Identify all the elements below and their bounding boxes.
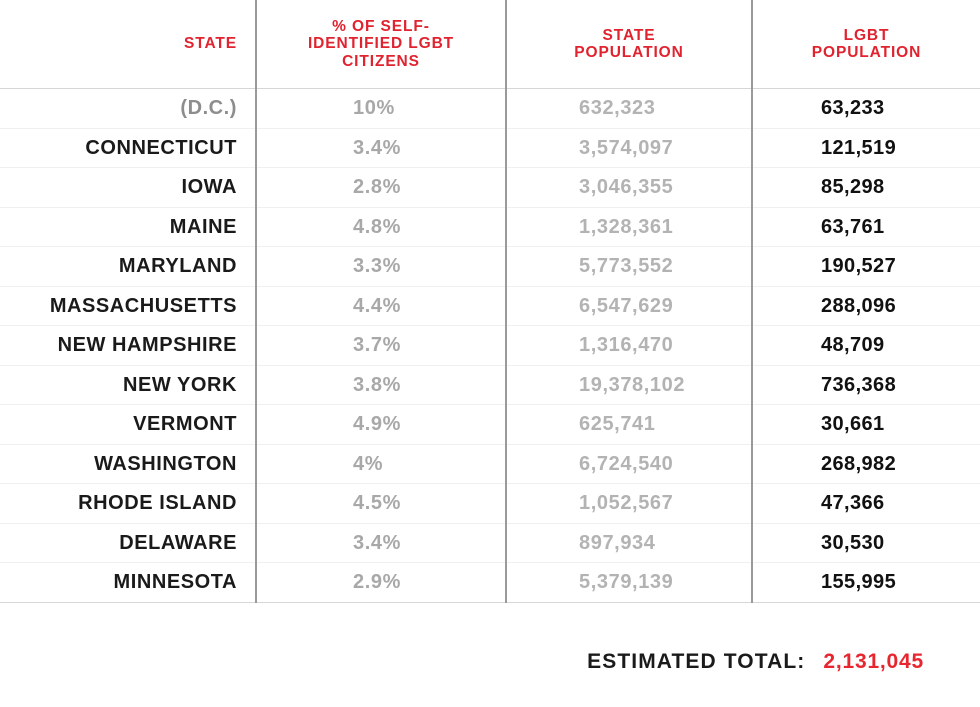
cell-pct: 10% [255,88,506,129]
cell-lgbt-population: 85,298 [751,167,980,208]
table-row: WASHINGTON 4% 6,724,540 268,982 [0,444,980,484]
column-header-state: STATE [0,0,256,89]
table-row: CONNECTICUT 3.4% 3,574,097 121,519 [0,128,980,168]
cell-lgbt-population: 30,661 [751,404,980,445]
table-row: RHODE ISLAND 4.5% 1,052,567 47,366 [0,483,980,524]
table-row: MARYLAND 3.3% 5,773,552 190,527 [0,246,980,287]
column-header-state-population: STATE POPULATION [505,0,752,89]
cell-lgbt-population: 268,982 [751,444,980,484]
cell-state: DELAWARE [0,523,256,563]
cell-pct: 4.9% [255,404,506,445]
cell-state-population: 19,378,102 [505,365,752,405]
cell-state-population: 5,773,552 [505,246,752,287]
cell-lgbt-population: 155,995 [751,562,980,603]
cell-state-population: 3,046,355 [505,167,752,208]
column-header-pct-line-3: CITIZENS [342,52,420,70]
cell-state: CONNECTICUT [0,128,256,168]
statistics-table: STATE % OF SELF- IDENTIFIED LGBT CITIZEN… [0,0,980,603]
cell-state-population: 897,934 [505,523,752,563]
table-row: MINNESOTA 2.9% 5,379,139 155,995 [0,562,980,603]
cell-lgbt-population: 288,096 [751,286,980,326]
cell-lgbt-population: 121,519 [751,128,980,168]
table-container: STATE % OF SELF- IDENTIFIED LGBT CITIZEN… [0,0,980,603]
header-row: STATE % OF SELF- IDENTIFIED LGBT CITIZEN… [0,0,980,89]
cell-state: RHODE ISLAND [0,483,256,524]
cell-state-population: 632,323 [505,88,752,129]
cell-state: VERMONT [0,404,256,445]
cell-state-population: 5,379,139 [505,562,752,603]
table-row: MAINE 4.8% 1,328,361 63,761 [0,207,980,247]
cell-pct: 3.3% [255,246,506,287]
cell-lgbt-population: 190,527 [751,246,980,287]
table-row: IOWA 2.8% 3,046,355 85,298 [0,167,980,208]
table-row: (D.C.) 10% 632,323 63,233 [0,88,980,129]
cell-pct: 3.7% [255,325,506,366]
cell-state-population: 1,316,470 [505,325,752,366]
table-row: VERMONT 4.9% 625,741 30,661 [0,404,980,445]
column-header-lgbt-population: LGBT POPULATION [751,0,980,89]
table-row: NEW YORK 3.8% 19,378,102 736,368 [0,365,980,405]
cell-state: IOWA [0,167,256,208]
cell-state: MARYLAND [0,246,256,287]
table-row: NEW HAMPSHIRE 3.7% 1,316,470 48,709 [0,325,980,366]
estimated-total-label: ESTIMATED TOTAL: [587,650,806,673]
cell-pct: 4.8% [255,207,506,247]
table-header: STATE % OF SELF- IDENTIFIED LGBT CITIZEN… [0,0,980,89]
cell-state: MINNESOTA [0,562,256,603]
cell-pct: 3.8% [255,365,506,405]
estimated-total-row: ESTIMATED TOTAL: 2,131,045 [0,640,980,684]
column-header-state-line-1: STATE [183,35,237,53]
cell-pct: 2.9% [255,562,506,603]
cell-state-population: 1,328,361 [505,207,752,247]
cell-lgbt-population: 30,530 [751,523,980,563]
cell-lgbt-population: 47,366 [751,483,980,524]
cell-pct: 4.5% [255,483,506,524]
estimated-total-value: 2,131,045 [823,650,924,673]
table-body: (D.C.) 10% 632,323 63,233 CONNECTICUT 3.… [0,88,980,603]
table-row: DELAWARE 3.4% 897,934 30,530 [0,523,980,563]
column-header-pct-lgbt: % OF SELF- IDENTIFIED LGBT CITIZENS [255,0,506,89]
column-header-lgbt-line-1: LGBT [843,26,890,44]
cell-state: MASSACHUSETTS [0,286,256,326]
cell-state: MAINE [0,207,256,247]
cell-state-population: 3,574,097 [505,128,752,168]
column-header-lgbt-line-2: POPULATION [811,44,922,61]
cell-state-population: 625,741 [505,404,752,445]
cell-pct: 4% [255,444,506,484]
cell-lgbt-population: 63,233 [751,88,980,129]
column-header-population-line-1: STATE [602,26,656,44]
cell-pct: 4.4% [255,286,506,326]
cell-pct: 2.8% [255,167,506,208]
cell-pct: 3.4% [255,128,506,168]
table-row: MASSACHUSETTS 4.4% 6,547,629 288,096 [0,286,980,326]
cell-state-population: 1,052,567 [505,483,752,524]
cell-state: NEW YORK [0,365,256,405]
cell-lgbt-population: 736,368 [751,365,980,405]
cell-state-population: 6,724,540 [505,444,752,484]
column-header-pct-line-2: IDENTIFIED LGBT [307,35,455,53]
cell-pct: 3.4% [255,523,506,563]
cell-lgbt-population: 48,709 [751,325,980,366]
cell-state-population: 6,547,629 [505,286,752,326]
cell-lgbt-population: 63,761 [751,207,980,247]
cell-state: (D.C.) [0,88,256,129]
column-header-pct-line-1: % OF SELF- [332,17,430,35]
column-header-population-line-2: POPULATION [574,44,684,61]
cell-state: NEW HAMPSHIRE [0,325,256,366]
cell-state: WASHINGTON [0,444,256,484]
